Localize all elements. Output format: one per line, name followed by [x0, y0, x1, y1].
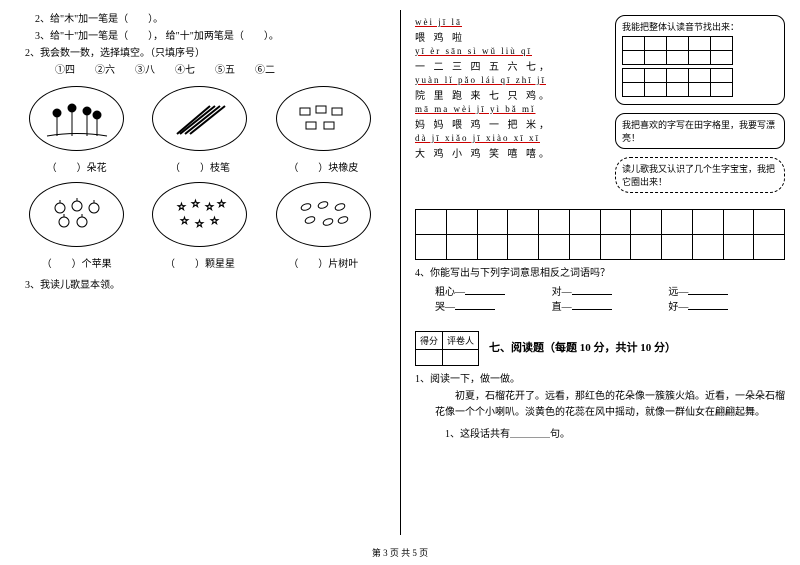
poem-py-2: yuàn lǐ pǎo lái qī zhī jī — [415, 75, 595, 85]
poem-py-4: dà jī xiǎo jī xiào xī xī — [415, 133, 595, 143]
page-footer: 第 3 页 共 5 页 — [0, 546, 800, 559]
svg-text:☆: ☆ — [177, 202, 186, 213]
cell-leaves: （ ）片树叶 — [268, 182, 378, 270]
balloon-area: 我能把整体认读音节找出来： 我把喜欢的字写在田字格里，我要写漂亮！ 读儿歌我又认… — [615, 15, 785, 201]
poem-py-1: yī èr sān sì wǔ liù qī — [415, 46, 595, 56]
antonyms-row-2: 哭— 直— 好— — [435, 298, 785, 313]
poem-zh-2: 院 里 跑 来 七 只 鸡。 — [415, 87, 595, 102]
question-count: 2、我会数一数，选择填空。（只填序号） — [25, 46, 385, 61]
question-3a: 3、给"十"加一笔是（ ）， 给"十"加两笔是（ ）。 — [35, 29, 385, 44]
left-column: 2、给"木"加一笔是（ ）。 3、给"十"加一笔是（ ）， 给"十"加两笔是（ … — [0, 0, 400, 540]
caption-leaves: （ ）片树叶 — [268, 255, 378, 270]
poem-zh-3: 妈 妈 喂 鸡 一 把 米， — [415, 116, 595, 131]
apples-icon — [29, 182, 124, 247]
antonyms-row-1: 粗心— 对— 远— — [435, 283, 785, 298]
caption-erasers: （ ）块橡皮 — [268, 159, 378, 174]
question-4: 4、你能写出与下列字词意思相反之词语吗？ — [415, 266, 785, 281]
pencils-icon — [152, 86, 247, 151]
caption-flowers: （ ）朵花 — [22, 159, 132, 174]
svg-text:☆: ☆ — [195, 219, 204, 230]
erasers-icon — [276, 86, 371, 151]
score-box: 得分评卷人 — [415, 331, 479, 366]
reading-title: 1、阅读一下，做一做。 — [415, 372, 785, 387]
poem-zh-1: 一 二 三 四 五 六 七， — [415, 58, 595, 73]
caption-pencils: （ ）枝笔 — [145, 159, 255, 174]
balloon-3: 读儿歌我又认识了几个生字宝宝，我把它圈出来！ — [615, 157, 785, 193]
svg-text:☆: ☆ — [191, 199, 200, 210]
cell-pencils: （ ）枝笔 — [145, 86, 255, 174]
cell-flowers: （ ）朵花 — [22, 86, 132, 174]
caption-apples: （ ）个苹果 — [22, 255, 132, 270]
writing-grid — [415, 209, 785, 260]
poem-zh-4: 大 鸡 小 鸡 笑 嘻 嘻。 — [415, 145, 595, 160]
svg-text:☆: ☆ — [210, 216, 219, 227]
balloon-2: 我把喜欢的字写在田字格里，我要写漂亮！ — [615, 113, 785, 149]
options-line: ①四 ②六 ③八 ④七 ⑤五 ⑥二 — [55, 63, 385, 78]
poem-block: wèi jī lā 喂 鸡 啦 yī èr sān sì wǔ liù qī 一… — [415, 15, 595, 162]
balloon-1: 我能把整体认读音节找出来： — [615, 15, 785, 105]
stars-icon: ☆☆☆☆☆☆☆ — [152, 182, 247, 247]
poem-py-0: wèi jī lā — [415, 17, 595, 27]
reading-paragraph: 初夏，石榴花开了。远看，那红色的花朵像一簇簇火焰。近看，一朵朵石榴花像一个个小喇… — [435, 389, 785, 421]
caption-stars: （ ）颗星星 — [145, 255, 255, 270]
section-7-title: 七、阅读题（每题 10 分，共计 10 分） — [489, 339, 676, 355]
pinyin-grid-1 — [622, 36, 733, 65]
question-poem: 3、我读儿歌显本领。 — [25, 278, 385, 293]
flowers-icon — [29, 86, 124, 151]
reading-q1: 1、这段话共有＿＿＿＿句。 — [445, 427, 785, 442]
poem-py-3: mā ma wèi jī yì bǎ mǐ — [415, 104, 595, 114]
svg-text:☆: ☆ — [205, 202, 214, 213]
cell-apples: （ ）个苹果 — [22, 182, 132, 270]
image-row-2: （ ）个苹果 ☆☆☆☆☆☆☆ （ ）颗星星 （ ）片树叶 — [15, 182, 385, 270]
right-column: wèi jī lā 喂 鸡 啦 yī èr sān sì wǔ liù qī 一… — [400, 0, 800, 540]
cell-erasers: （ ）块橡皮 — [268, 86, 378, 174]
poem-zh-0: 喂 鸡 啦 — [415, 29, 595, 44]
question-2: 2、给"木"加一笔是（ ）。 — [35, 12, 385, 27]
pinyin-grid-2 — [622, 68, 733, 97]
image-row-1: （ ）朵花 （ ）枝笔 （ ）块橡皮 — [15, 86, 385, 174]
cell-stars: ☆☆☆☆☆☆☆ （ ）颗星星 — [145, 182, 255, 270]
leaves-icon — [276, 182, 371, 247]
svg-text:☆: ☆ — [217, 199, 226, 210]
svg-text:☆: ☆ — [180, 216, 189, 227]
